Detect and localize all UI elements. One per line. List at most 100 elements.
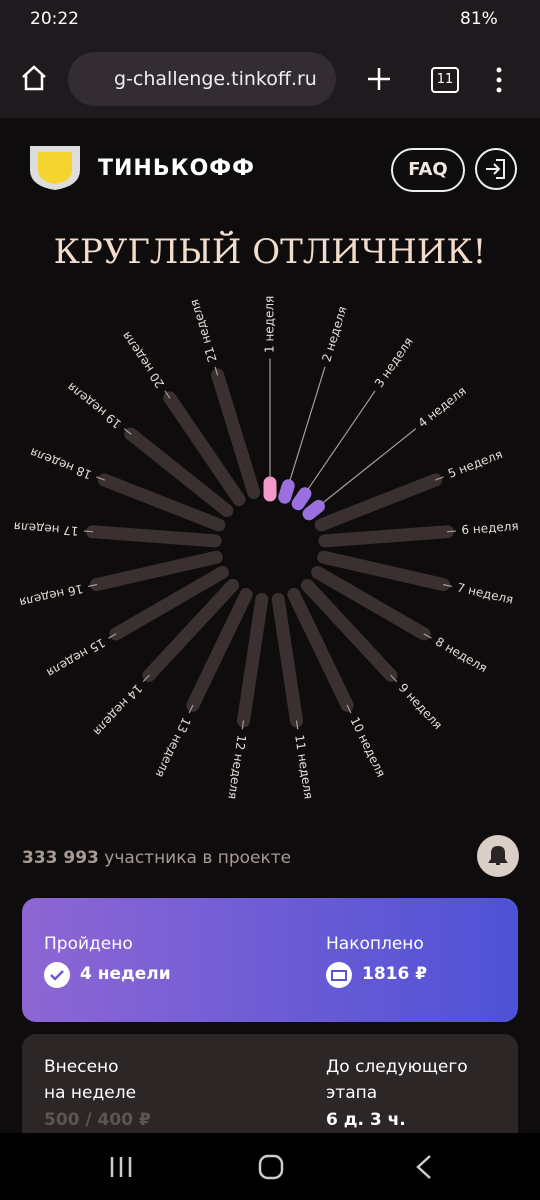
week-label: 4 неделя: [415, 384, 468, 431]
week-label: 18 неделя: [28, 445, 94, 482]
week-thread: [108, 633, 117, 639]
new-tab[interactable]: [366, 66, 392, 92]
week-stick: [186, 588, 253, 712]
faq-button[interactable]: FAQ: [391, 148, 465, 192]
progress-card: Пройдено 4 недели Накоплено 1816 ₽: [22, 898, 518, 1022]
week-thread: [96, 476, 105, 481]
week-label: 15 неделя: [44, 635, 107, 680]
notify-button[interactable]: [476, 834, 520, 878]
week-stick: [317, 550, 451, 592]
participants: 333 993 участника в проекте: [22, 848, 291, 868]
week-thread: [214, 366, 219, 376]
week-stick: [300, 578, 398, 682]
next-label: До следующего этапа: [326, 1054, 468, 1106]
menu[interactable]: [494, 66, 504, 94]
deposited-label-line: Внесено: [44, 1057, 119, 1077]
check-icon: [44, 962, 70, 988]
battery: 81%: [460, 9, 498, 29]
week-label: 17 неделя: [13, 519, 79, 538]
brand: ТИНЬКОФФ: [98, 156, 255, 181]
tabs-button[interactable]: 11: [431, 67, 459, 93]
status-bar: 20:22 81%: [0, 0, 540, 40]
week-stick: [124, 427, 234, 518]
week-thread: [289, 366, 326, 481]
week-stick: [271, 592, 304, 728]
week-done: [291, 487, 312, 511]
week-label: 3 неделя: [372, 335, 416, 390]
week-stick: [211, 368, 261, 499]
week-thread: [442, 584, 452, 587]
week-thread: [164, 390, 171, 399]
week-stick: [97, 473, 226, 532]
home-nav-button[interactable]: [257, 1153, 285, 1181]
saved-label: Накоплено: [326, 934, 424, 954]
week-label: 14 неделя: [91, 681, 145, 738]
nav-bar: [0, 1133, 540, 1200]
participants-text: участника в проекте: [104, 848, 292, 868]
passed-label: Пройдено: [44, 934, 133, 954]
week-done: [278, 479, 295, 504]
week-label: 20 неделя: [119, 329, 167, 391]
week-thread: [142, 674, 150, 682]
week-thread: [322, 428, 417, 504]
week-thread: [346, 704, 352, 714]
week-stick: [318, 525, 455, 548]
page-title: КРУГЛЫЙ ОТЛИЧНИК!: [53, 232, 487, 272]
next-label-line: До следующего: [326, 1057, 468, 1077]
logo: [30, 146, 80, 190]
week-thread: [241, 720, 245, 730]
week-thread: [188, 704, 194, 714]
week-stick: [163, 391, 246, 507]
passed-value: 4 недели: [80, 964, 171, 984]
week-thread: [435, 476, 444, 481]
week-label: 12 неделя: [225, 734, 249, 800]
week-label: 11 неделя: [292, 734, 316, 800]
week-label: 1 неделя: [263, 296, 277, 353]
week-label: 8 неделя: [433, 635, 490, 676]
next-value: 6 д. 3 ч.: [326, 1110, 406, 1130]
deposited-label-line: на неделе: [44, 1083, 137, 1103]
time: 20:22: [30, 9, 79, 29]
week-thread: [83, 530, 94, 533]
week-stick: [314, 473, 443, 532]
week-label: 19 неделя: [64, 380, 123, 431]
week-stick: [287, 588, 354, 712]
back-button[interactable]: [412, 1153, 436, 1181]
week-thread: [295, 720, 299, 730]
week-label: 10 неделя: [347, 715, 388, 780]
week-label: 21 неделя: [187, 298, 220, 364]
week-label: 9 неделя: [396, 681, 445, 732]
week-label: 6 неделя: [461, 519, 519, 537]
browser-bar: g-challenge.tinkoff.ru 11: [0, 40, 540, 118]
home-button[interactable]: [20, 64, 48, 92]
deposited-value: 500 / 400 ₽: [44, 1110, 151, 1130]
week-label: 13 неделя: [153, 715, 194, 780]
week-stick: [89, 550, 223, 592]
week-done: [302, 499, 325, 521]
week-stick: [142, 578, 240, 682]
week-label: 2 неделя: [319, 305, 349, 364]
recents-button[interactable]: [108, 1154, 134, 1180]
address-bar[interactable]: g-challenge.tinkoff.ru: [68, 52, 336, 106]
week-label: 7 неделя: [456, 580, 515, 606]
week-stick: [109, 566, 229, 641]
week-thread: [390, 674, 398, 682]
money-icon: [326, 962, 352, 988]
week-thread: [88, 584, 98, 587]
login-button[interactable]: [474, 147, 518, 191]
week-label: 5 неделя: [446, 447, 504, 481]
week-thread: [423, 633, 432, 639]
saved-value: 1816 ₽: [362, 964, 428, 984]
participants-count: 333 993: [22, 848, 99, 868]
deposited-label: Внесено на неделе: [44, 1054, 136, 1106]
week-label: 16 неделя: [18, 581, 84, 609]
week-stick: [311, 566, 431, 641]
week-thread: [446, 530, 457, 533]
week-stick: [236, 592, 269, 728]
next-label-line: этапа: [326, 1083, 378, 1103]
week-stick: [85, 525, 222, 548]
week-thread: [307, 390, 376, 490]
week-thread: [123, 428, 132, 435]
